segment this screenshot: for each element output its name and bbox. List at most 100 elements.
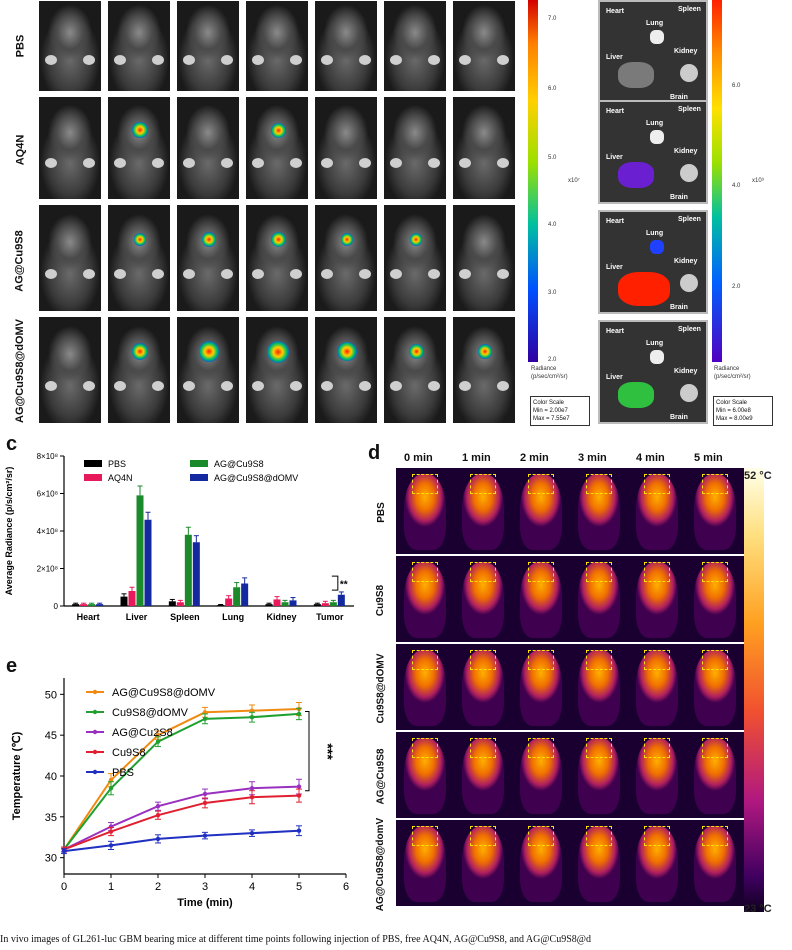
roi-box xyxy=(528,650,554,670)
lung-organ xyxy=(650,350,664,364)
roi-box xyxy=(412,562,438,582)
legend-label: Cu9S8 xyxy=(112,747,146,759)
roi-box xyxy=(412,650,438,670)
mouse-ear xyxy=(428,380,440,391)
thermal-mouse-body xyxy=(636,826,678,902)
x-category-label: Tumor xyxy=(316,612,344,622)
mouse-ear xyxy=(183,268,195,279)
bioluminescence-signal xyxy=(201,232,217,247)
mouse-ear xyxy=(290,158,302,169)
roi-box xyxy=(528,474,554,494)
thermal-mouse-body xyxy=(694,474,736,550)
organ-image-box: Heart Lung Spleen Liver Kidney Brain xyxy=(598,210,708,314)
mouse-image xyxy=(107,96,171,200)
bioluminescence-signal xyxy=(340,233,354,246)
data-point xyxy=(202,710,208,715)
colorbar-left-tick: 4.0 xyxy=(548,222,557,228)
mouse-ear xyxy=(183,55,195,65)
bar xyxy=(313,604,321,606)
mouse-ear xyxy=(221,55,233,65)
color-scale-title: Color Scale xyxy=(533,400,565,406)
roi-box xyxy=(470,650,496,670)
roi-box xyxy=(644,474,670,494)
data-point xyxy=(108,829,114,834)
brain-organ xyxy=(680,384,698,402)
organ-label-liver: Liver xyxy=(606,374,623,381)
thermal-image xyxy=(628,468,686,554)
thermal-row-label-text: PBS xyxy=(375,501,387,523)
data-point xyxy=(296,784,302,789)
thermal-image xyxy=(454,556,512,642)
mouse-image xyxy=(38,0,102,92)
mouse-ear xyxy=(359,268,371,279)
significance-label: *** xyxy=(320,743,336,760)
thermal-mouse-body xyxy=(636,650,678,726)
x-tick-label: 5 xyxy=(296,881,302,893)
thermal-mouse-body xyxy=(694,738,736,814)
roi-box xyxy=(586,738,612,758)
legend-label: AG@Cu9S8@dOMV xyxy=(214,473,298,483)
mouse-ear xyxy=(252,380,264,391)
data-point xyxy=(249,715,255,720)
mouse-ear xyxy=(359,55,371,65)
colorbar-right-units: (p/sec/cm²/sr) xyxy=(714,374,751,380)
mouse-ear xyxy=(252,268,264,279)
mouse-ear xyxy=(252,158,264,169)
roi-box xyxy=(586,826,612,846)
mouse-ear xyxy=(390,55,402,65)
organ-label-spleen: Spleen xyxy=(678,6,701,13)
roi-box xyxy=(528,826,554,846)
thermal-mouse-body xyxy=(520,650,562,726)
thermal-image xyxy=(628,820,686,906)
thermal-max-label: 52 °C xyxy=(744,470,772,482)
thermal-row-label-text: AG@Cu9S8 xyxy=(375,748,387,804)
bar xyxy=(273,599,281,606)
thermal-colorbar xyxy=(744,468,764,912)
series-line xyxy=(63,708,300,851)
colorbar-left-tick: 7.0 xyxy=(548,16,557,22)
thermal-mouse-body xyxy=(578,562,620,638)
mouse-ear xyxy=(321,380,333,391)
mouse-image xyxy=(452,0,516,92)
colorbar-left-tick: 5.0 xyxy=(548,155,557,161)
color-scale-box-right: Color Scale Min = 6.00e8 Max = 8.00e9 xyxy=(713,396,773,426)
thermal-row-label-text: Cu9S8 xyxy=(375,584,387,616)
liver-organ xyxy=(618,382,654,408)
data-point xyxy=(202,800,208,806)
liver-organ xyxy=(618,272,670,306)
bioluminescence-signal xyxy=(409,233,423,246)
bioluminescence-signal xyxy=(267,340,289,363)
organ-label-spleen: Spleen xyxy=(678,326,701,333)
legend-swatch xyxy=(190,460,208,467)
thermal-image xyxy=(686,644,744,730)
organ-label-brain: Brain xyxy=(670,304,688,311)
legend-label: AQ4N xyxy=(108,473,133,483)
roi-box xyxy=(702,738,728,758)
bar-chart-organ-radiance: 0 2×10⁸ 4×10⁸ 6×10⁸ 8×10⁸ Average Radiance (p… xyxy=(4,452,354,622)
thermal-image xyxy=(454,820,512,906)
thermal-image xyxy=(570,644,628,730)
thermal-row-label-text: Cu9S8@dOMV xyxy=(375,653,387,723)
roi-box xyxy=(702,562,728,582)
y-tick-label: 6×10⁸ xyxy=(37,490,58,499)
organ-label-kidney: Kidney xyxy=(674,258,698,265)
mouse-ear xyxy=(428,55,440,65)
y-tick-label: 2×10⁸ xyxy=(37,565,58,574)
data-point xyxy=(249,786,255,791)
bar xyxy=(329,602,337,606)
legend-label: AG@Cu9S8 xyxy=(214,459,264,469)
mouse-ear xyxy=(114,158,126,169)
bar xyxy=(144,519,152,606)
mouse-image xyxy=(452,96,516,200)
mouse-ear xyxy=(459,158,471,169)
y-tick-label: 4×10⁸ xyxy=(37,527,58,536)
roi-box xyxy=(470,562,496,582)
thermal-mouse-body xyxy=(636,738,678,814)
bar xyxy=(337,594,345,606)
thermal-image xyxy=(396,468,454,554)
mouse-image xyxy=(314,96,378,200)
brain-organ xyxy=(680,64,698,82)
roi-box xyxy=(528,562,554,582)
colorbar-right-tick: 4.0 xyxy=(732,183,741,189)
